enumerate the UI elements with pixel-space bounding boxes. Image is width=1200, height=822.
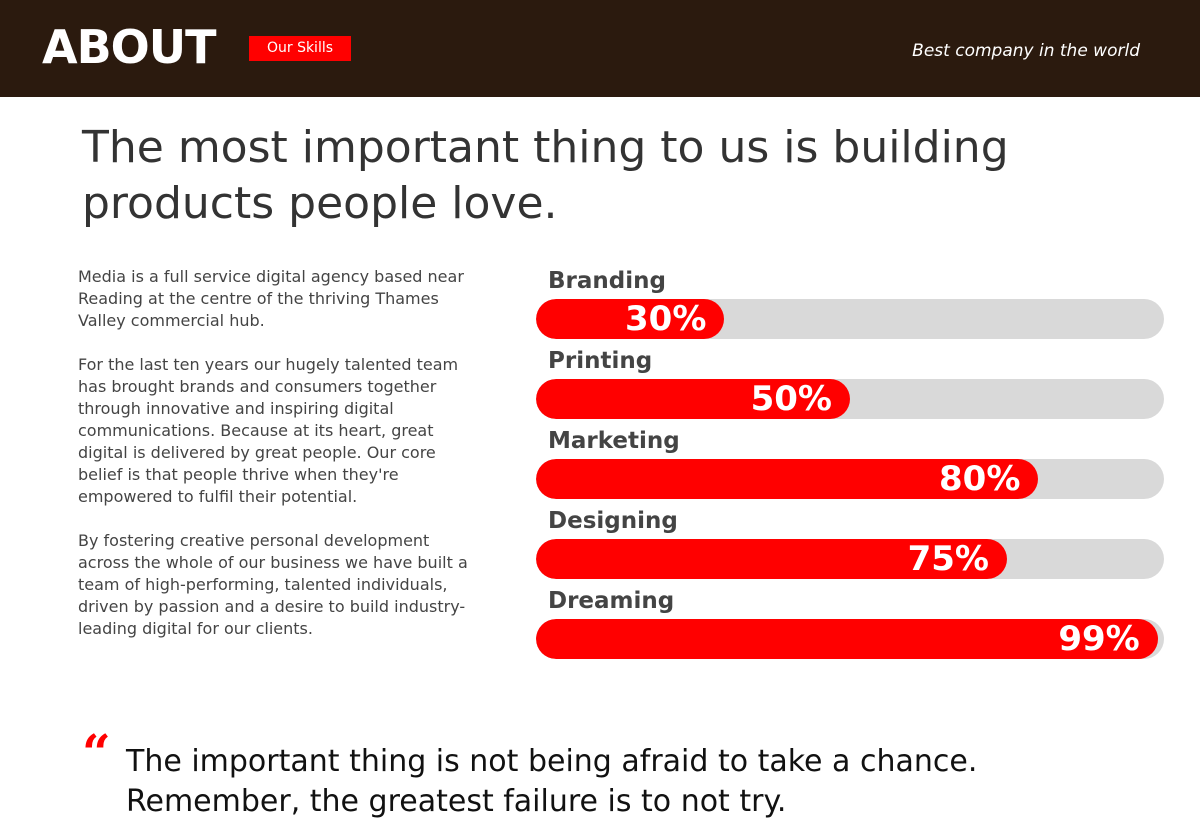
skill-progress-fill: 75% [536,539,1007,579]
skill-progress-fill: 99% [536,619,1158,659]
skill-marketing: Marketing 80% [536,426,1164,506]
skill-designing: Designing 75% [536,506,1164,586]
skill-progress-track: 80% [536,459,1164,499]
body-paragraph: Media is a full service digital agency b… [78,267,464,330]
skill-label: Branding [548,268,666,294]
skill-percent: 75% [907,539,989,579]
body-paragraph: By fostering creative personal developme… [78,531,468,638]
skill-percent: 30% [625,299,707,339]
headline: The most important thing to us is buildi… [82,122,1009,229]
skill-progress-fill: 30% [536,299,725,339]
skill-label: Dreaming [548,588,675,614]
quote-text: The important thing is not being afraid … [126,744,978,819]
skill-percent: 80% [939,459,1021,499]
skill-progress-track: 75% [536,539,1164,579]
skill-label: Printing [548,348,653,374]
skill-progress-track: 30% [536,299,1164,339]
quote-mark-icon: “ [82,723,111,782]
skills-list: Branding 30% Printing 50% Marketing 80% … [536,266,1164,666]
skill-progress-track: 99% [536,619,1164,659]
skill-branding: Branding 30% [536,266,1164,346]
about-body-copy: Media is a full service digital agency b… [78,266,478,662]
skill-percent: 50% [750,379,832,419]
skill-printing: Printing 50% [536,346,1164,426]
header-bar: ABOUT Our Skills Best company in the wor… [0,0,1200,97]
skill-dreaming: Dreaming 99% [536,586,1164,666]
skill-progress-track: 50% [536,379,1164,419]
body-paragraph: For the last ten years our hugely talent… [78,355,459,506]
skill-label: Marketing [548,428,680,454]
skill-progress-fill: 50% [536,379,850,419]
skill-label: Designing [548,508,678,534]
header-tagline: Best company in the world [912,41,1140,61]
skill-progress-fill: 80% [536,459,1039,499]
skill-percent: 99% [1058,619,1140,659]
page-title: ABOUT [42,20,216,74]
our-skills-badge[interactable]: Our Skills [249,36,351,61]
